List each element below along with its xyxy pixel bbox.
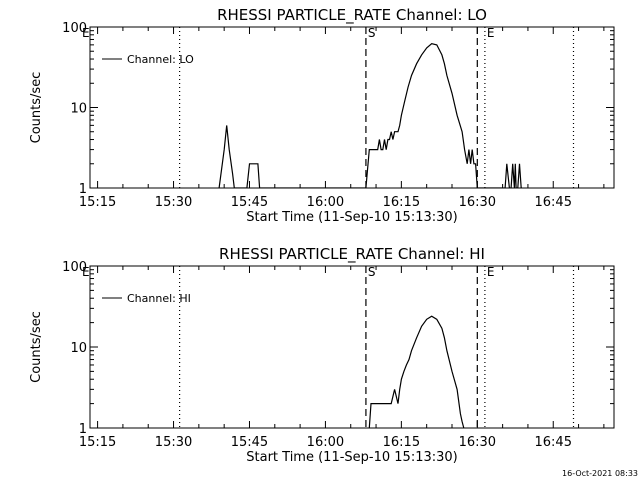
x-tick-label: 16:00 (307, 435, 344, 450)
chart-title: RHESSI PARTICLE_RATE Channel: LO (217, 6, 487, 25)
panel-lo: RHESSI PARTICLE_RATE Channel: LO 15:15 15:… (29, 6, 615, 225)
series-line (218, 43, 522, 188)
x-tick-label: 16:00 (307, 195, 344, 210)
y-axis-label: Counts/sec (29, 311, 44, 383)
x-tick-label: 15:45 (231, 435, 268, 450)
y-tick-label: 10 (70, 341, 87, 356)
corner-label: E (82, 26, 90, 40)
x-tick-label: 16:15 (383, 195, 420, 210)
y-tick-label: 1 (79, 182, 87, 197)
y-tick-label: 100 (62, 260, 87, 275)
chart-title: RHESSI PARTICLE_RATE Channel: HI (219, 245, 485, 264)
x-tick-label: 16:45 (535, 435, 572, 450)
time-marker-label: E (487, 265, 495, 279)
x-tick-label: 15:30 (155, 435, 192, 450)
time-marker-label: S (368, 26, 376, 40)
x-tick-label: 16:30 (459, 195, 496, 210)
y-axis-label: Counts/sec (29, 72, 44, 144)
x-tick-label: 15:15 (79, 435, 116, 450)
x-axis-label: Start Time (11-Sep-10 15:13:30) (246, 450, 457, 465)
panel-hi: RHESSI PARTICLE_RATE Channel: HI 15:15 15:… (29, 245, 615, 465)
y-tick-label: 100 (62, 21, 87, 36)
series-line (368, 315, 465, 428)
x-tick-label: 16:45 (535, 195, 572, 210)
plot-frame (89, 26, 615, 189)
y-tick-label: 10 (70, 102, 87, 117)
plot-frame (89, 265, 615, 429)
x-tick-label: 15:30 (155, 195, 192, 210)
x-tick-label: 16:15 (383, 435, 420, 450)
time-marker-label: E (487, 26, 495, 40)
time-marker-label: S (368, 265, 376, 279)
x-tick-label: 16:30 (459, 435, 496, 450)
corner-label: E (82, 265, 90, 279)
legend-label: Channel: LO (127, 53, 194, 66)
x-tick-label: 15:15 (79, 195, 116, 210)
y-tick-label: 1 (79, 422, 87, 437)
x-axis-label: Start Time (11-Sep-10 15:13:30) (246, 210, 457, 225)
x-tick-label: 15:45 (231, 195, 268, 210)
legend-label: Channel: HI (127, 292, 191, 305)
footer-timestamp: 16-Oct-2021 08:33 (562, 469, 638, 478)
